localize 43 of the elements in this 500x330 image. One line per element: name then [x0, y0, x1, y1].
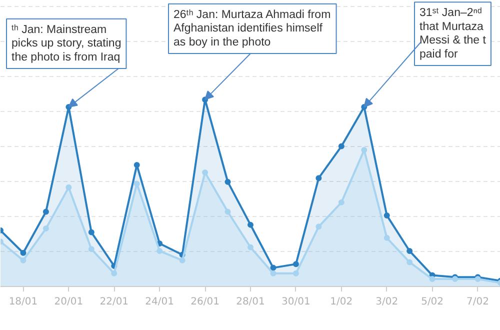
point	[20, 250, 26, 256]
point	[248, 222, 254, 228]
point	[316, 224, 322, 230]
point	[20, 257, 26, 264]
x-tick-label: 18/01	[8, 296, 38, 308]
x-tick-label: 3/02	[376, 296, 398, 308]
point	[406, 259, 413, 266]
x-tick-label: 28/01	[236, 296, 265, 308]
point	[270, 264, 276, 271]
point	[42, 208, 49, 215]
x-tick-label: 7/02	[466, 296, 490, 308]
point	[384, 234, 390, 241]
point	[384, 212, 390, 218]
annotation: 31ˢᵗ Jan–2ⁿᵈ that Murtaza Messi & the t paid for	[420, 7, 487, 60]
point	[406, 248, 413, 254]
x-tick-label: 20/01	[54, 296, 84, 308]
point	[88, 229, 94, 236]
point	[270, 270, 276, 276]
point	[338, 143, 344, 150]
point	[202, 169, 208, 176]
point	[292, 270, 299, 276]
point	[111, 270, 118, 276]
point	[224, 208, 231, 215]
x-tick-label: 24/01	[145, 296, 174, 308]
x-tick-label: 30/01	[282, 296, 310, 308]
annotation: ᵗʰ Jan: Mainstream picks up story, stating the photo is from Iraq	[12, 24, 122, 64]
point	[66, 184, 72, 190]
point	[248, 244, 254, 250]
x-tick-label: 26/01	[190, 296, 220, 308]
point	[292, 261, 299, 268]
point	[338, 199, 344, 206]
annotation: 26ᵗʰ Jan: Murtaza Ahmadi from Afghanistan identifies himself as boy in the photo	[174, 8, 331, 48]
point	[224, 178, 231, 185]
x-tick-label: 1/02	[330, 296, 353, 308]
point	[316, 175, 322, 182]
point	[88, 246, 94, 252]
point	[134, 162, 140, 168]
x-tick-label: 5/02	[421, 296, 444, 308]
point	[179, 257, 186, 264]
point	[42, 226, 49, 232]
x-tick-label: 22/01	[100, 296, 129, 308]
point	[156, 248, 163, 254]
point	[429, 276, 436, 282]
